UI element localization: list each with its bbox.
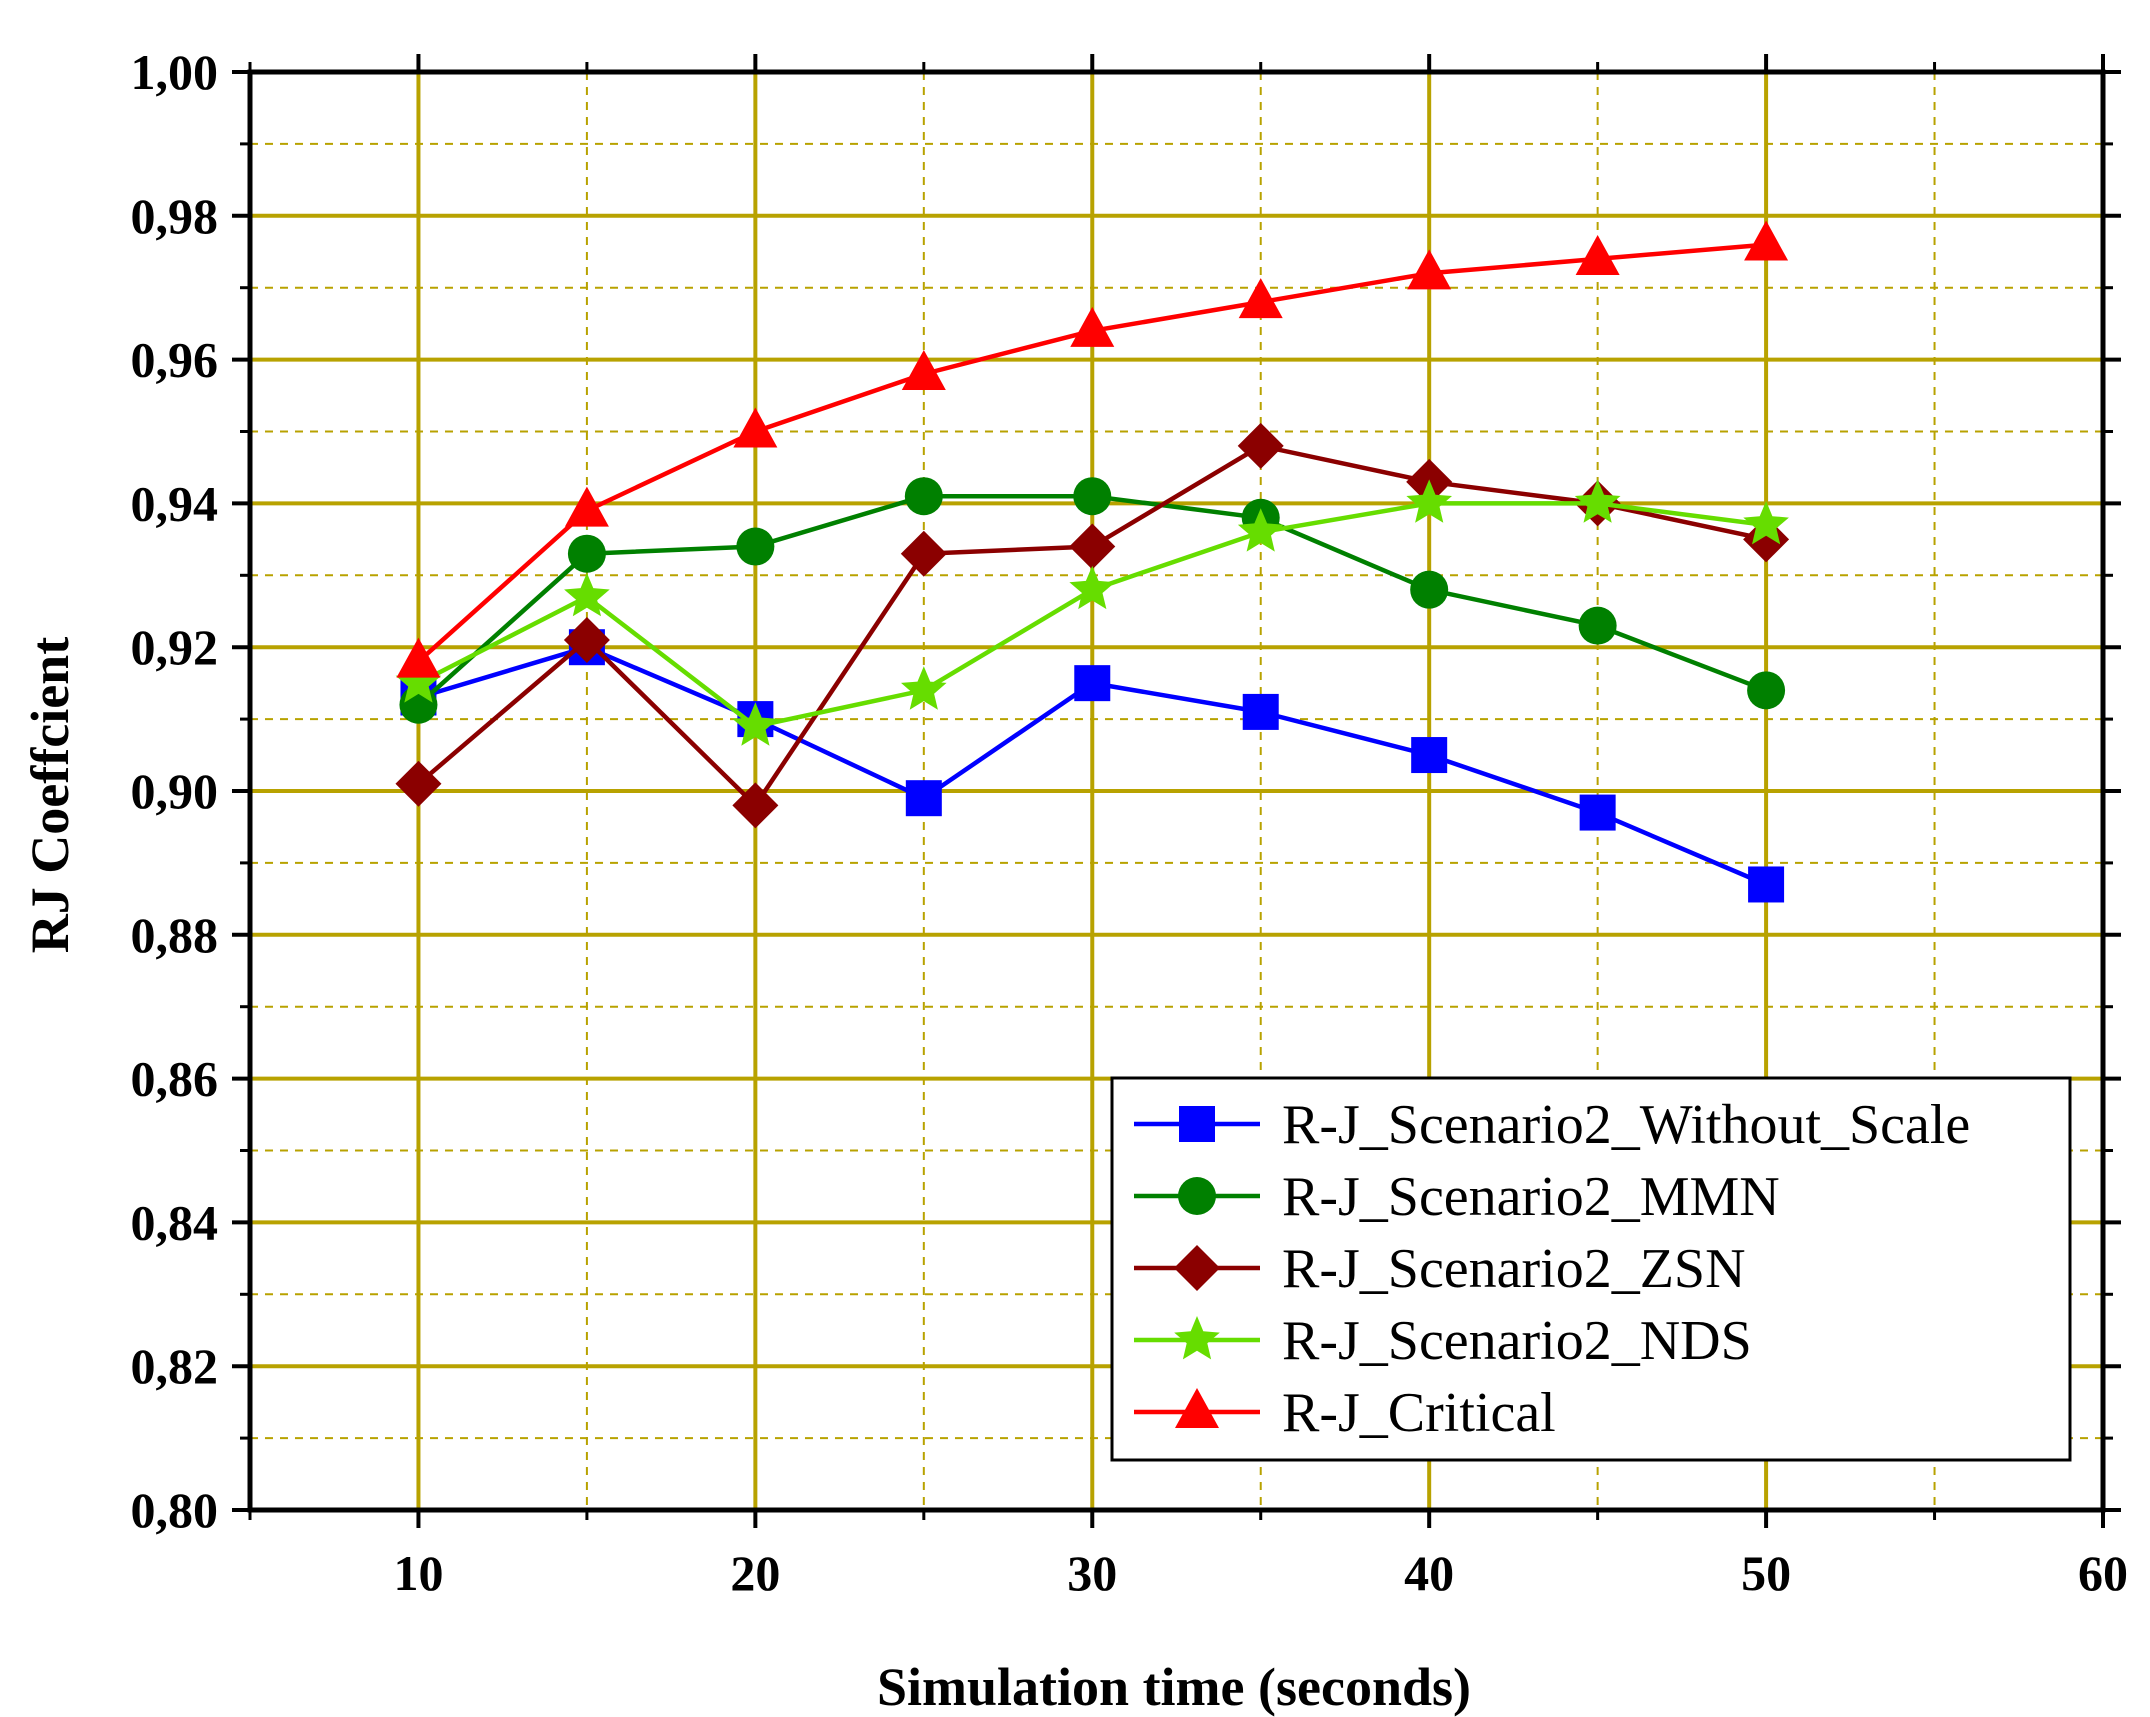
data-point-triangle xyxy=(1575,234,1620,275)
data-point-triangle xyxy=(1238,278,1283,319)
data-point-square xyxy=(1074,665,1111,702)
series-group xyxy=(395,220,1790,903)
data-point-star xyxy=(1406,479,1452,523)
legend-item: R-J_Scenario2_NDS xyxy=(1134,1310,1752,1372)
legend-item: R-J_Critical xyxy=(1134,1382,1556,1444)
x-tick-label: 30 xyxy=(1067,1545,1117,1601)
data-point-triangle xyxy=(396,637,441,678)
data-point-star xyxy=(395,659,442,703)
y-tick-label: 0,82 xyxy=(131,1338,219,1394)
data-point-star xyxy=(732,702,779,746)
y-tick-label: 0,84 xyxy=(131,1194,219,1250)
y-tick-label: 0,94 xyxy=(131,475,219,531)
legend-label: R-J_Critical xyxy=(1282,1382,1556,1444)
y-axis-title: RJ Coeffcient xyxy=(20,637,80,953)
data-point-diamond xyxy=(563,617,610,664)
data-point-circle xyxy=(567,534,606,573)
legend-box xyxy=(1110,1076,2072,1462)
legend-marker-star xyxy=(1174,1316,1220,1360)
x-tick-label: 20 xyxy=(730,1545,780,1601)
data-point-circle xyxy=(904,477,943,516)
legend-marker-square xyxy=(1179,1106,1215,1142)
data-point-star xyxy=(1743,501,1789,545)
legend: R-J_Scenario2_Without_Scale R-J_Scenario2… xyxy=(1110,1076,2072,1462)
series-star xyxy=(395,479,1789,746)
x-tick-label: 10 xyxy=(393,1545,443,1601)
data-point-diamond xyxy=(732,782,779,829)
data-point-circle xyxy=(1073,477,1112,516)
data-point-diamond xyxy=(1237,422,1284,469)
y-tick-label: 0,92 xyxy=(131,619,219,675)
data-point-square xyxy=(1411,737,1448,774)
x-tick-label: 60 xyxy=(2078,1545,2128,1601)
legend-marker-circle xyxy=(1178,1177,1216,1215)
legend-label: R-J_Scenario2_NDS xyxy=(1282,1310,1752,1372)
legend-marker-diamond xyxy=(1174,1245,1220,1291)
data-point-triangle xyxy=(733,407,778,448)
legend-label: R-J_Scenario2_MMN xyxy=(1282,1166,1780,1228)
y-tick-label: 1,00 xyxy=(131,44,219,100)
legend-item: R-J_Scenario2_MMN xyxy=(1134,1166,1780,1228)
data-point-square xyxy=(1579,794,1616,831)
y-tick-label: 0,80 xyxy=(131,1482,219,1538)
data-point-square xyxy=(1242,693,1279,730)
y-tick-label: 0,86 xyxy=(131,1051,219,1107)
data-point-star xyxy=(1574,479,1621,523)
data-point-diamond xyxy=(1743,516,1790,563)
data-point-star xyxy=(1237,508,1284,552)
legend-item: R-J_Scenario2_Without_Scale xyxy=(1134,1094,1970,1156)
data-point-star xyxy=(1069,565,1116,610)
data-point-triangle xyxy=(1744,220,1789,261)
data-point-triangle xyxy=(1407,249,1452,290)
series-triangle xyxy=(396,220,1789,678)
data-point-circle xyxy=(1410,570,1449,609)
data-point-diamond xyxy=(395,760,442,807)
y-tick-label: 0,88 xyxy=(131,907,219,963)
legend-marker-triangle xyxy=(1175,1388,1219,1428)
y-tick-label: 0,98 xyxy=(131,188,219,244)
data-point-star xyxy=(564,572,610,617)
data-point-circle xyxy=(1747,671,1786,710)
data-point-diamond xyxy=(900,530,947,577)
data-point-triangle xyxy=(1070,306,1115,347)
data-point-diamond xyxy=(1069,523,1116,570)
axes: 0,80 0,82 0,84 0,86 0,88 0,90 0,92 0,94 0,96 0,98… xyxy=(131,44,2129,1601)
x-tick-label: 50 xyxy=(1741,1545,1791,1601)
legend-label: R-J_Scenario2_ZSN xyxy=(1282,1238,1746,1300)
data-point-square xyxy=(905,780,942,817)
y-tick-label: 0,96 xyxy=(131,332,219,388)
data-point-circle xyxy=(1578,606,1617,645)
x-axis-title: Simulation time (seconds) xyxy=(877,1657,1471,1717)
x-tick-label: 40 xyxy=(1404,1545,1454,1601)
y-tick-label: 0,90 xyxy=(131,763,219,819)
data-point-triangle xyxy=(564,486,609,527)
legend-item: R-J_Scenario2_ZSN xyxy=(1134,1238,1746,1300)
data-point-square xyxy=(1748,866,1785,903)
data-point-star xyxy=(901,666,947,710)
data-point-triangle xyxy=(901,349,946,390)
data-point-circle xyxy=(736,527,775,566)
legend-label: R-J_Scenario2_Without_Scale xyxy=(1282,1094,1970,1156)
